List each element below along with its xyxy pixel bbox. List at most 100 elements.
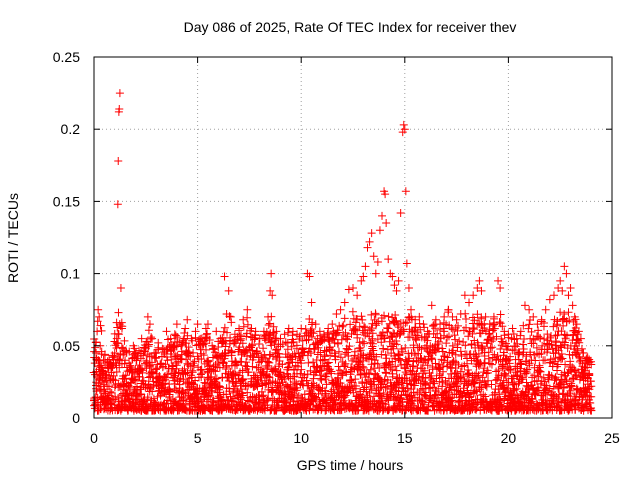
- data-point: [161, 360, 170, 369]
- data-point: [174, 368, 183, 377]
- data-point: [462, 323, 471, 332]
- data-point: [359, 363, 368, 372]
- data-point: [392, 286, 401, 295]
- data-point: [483, 368, 492, 377]
- data-point: [373, 359, 382, 368]
- data-point: [120, 374, 129, 383]
- data-point: [221, 364, 230, 373]
- data-point: [381, 351, 390, 360]
- data-point: [419, 320, 428, 329]
- data-point: [342, 368, 351, 377]
- data-point: [232, 360, 241, 369]
- data-point: [231, 379, 240, 388]
- data-point: [531, 356, 540, 365]
- data-point: [487, 380, 496, 389]
- data-point: [572, 320, 581, 329]
- data-point: [557, 350, 566, 359]
- data-point: [146, 361, 155, 370]
- data-point: [384, 324, 393, 333]
- data-point: [266, 333, 275, 342]
- data-point: [541, 305, 550, 314]
- data-point: [91, 370, 100, 379]
- data-point: [243, 320, 252, 329]
- data-point: [351, 375, 360, 384]
- data-point: [124, 395, 133, 404]
- data-point: [222, 310, 231, 319]
- data-point: [111, 392, 120, 401]
- data-point: [561, 360, 570, 369]
- data-point: [560, 338, 569, 347]
- data-point: [255, 339, 264, 348]
- data-point: [332, 310, 341, 319]
- x-axis-label: GPS time / hours: [297, 457, 404, 473]
- data-point: [405, 332, 414, 341]
- data-point: [314, 343, 323, 352]
- data-point: [100, 385, 109, 394]
- data-point: [115, 89, 124, 98]
- data-point: [172, 342, 181, 351]
- data-point: [97, 385, 106, 394]
- data-point: [563, 391, 572, 400]
- data-point: [184, 343, 193, 352]
- x-tick-label: 10: [293, 430, 309, 446]
- data-point: [394, 351, 403, 360]
- data-point: [454, 398, 463, 407]
- data-point: [558, 286, 567, 295]
- data-point: [231, 370, 240, 379]
- data-point: [341, 350, 350, 359]
- data-point: [477, 286, 486, 295]
- y-tick-label: 0.2: [61, 121, 81, 137]
- data-point: [452, 315, 461, 324]
- data-point: [190, 357, 199, 366]
- data-point: [242, 358, 251, 367]
- data-point: [238, 389, 247, 398]
- data-point: [367, 229, 376, 238]
- data-point: [514, 355, 523, 364]
- data-point: [583, 363, 592, 372]
- data-point: [328, 320, 337, 329]
- data-point: [306, 401, 315, 410]
- data-point: [170, 330, 179, 339]
- data-point: [357, 350, 366, 359]
- data-point: [171, 331, 180, 340]
- data-point: [290, 377, 299, 386]
- data-point: [278, 360, 287, 369]
- data-point: [307, 298, 316, 307]
- data-point: [239, 322, 248, 331]
- data-point: [474, 371, 483, 380]
- data-point: [102, 370, 111, 379]
- data-point: [92, 338, 101, 347]
- data-point: [423, 327, 432, 336]
- data-point: [566, 284, 575, 293]
- data-point: [248, 362, 257, 371]
- data-point: [531, 390, 540, 399]
- data-point: [534, 326, 543, 335]
- data-point: [409, 341, 418, 350]
- data-point: [204, 391, 213, 400]
- data-point: [168, 343, 177, 352]
- data-point: [162, 327, 171, 336]
- data-point: [475, 276, 484, 285]
- data-point: [525, 361, 534, 370]
- data-point: [546, 355, 555, 364]
- data-point: [258, 392, 267, 401]
- data-point: [518, 375, 527, 384]
- data-point: [168, 362, 177, 371]
- data-point: [106, 359, 115, 368]
- data-point: [474, 341, 483, 350]
- data-point: [449, 346, 458, 355]
- data-point: [257, 355, 266, 364]
- data-point: [114, 339, 123, 348]
- data-point: [484, 376, 493, 385]
- data-point: [484, 348, 493, 357]
- data-point: [430, 391, 439, 400]
- data-point: [398, 347, 407, 356]
- data-point: [328, 334, 337, 343]
- data-point: [401, 187, 410, 196]
- data-point: [453, 326, 462, 335]
- data-point: [444, 332, 453, 341]
- data-point: [120, 336, 129, 345]
- data-point: [547, 340, 556, 349]
- data-point: [266, 286, 275, 295]
- data-point: [223, 373, 232, 382]
